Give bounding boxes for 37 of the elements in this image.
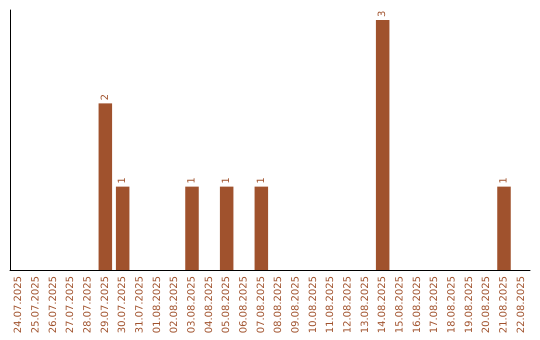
data-label: 2 <box>100 94 111 100</box>
x-tick-label: 06.08.2025 <box>238 276 250 334</box>
x-tick-label: 26.07.2025 <box>48 276 59 334</box>
x-tick-label: 12.08.2025 <box>342 276 354 334</box>
x-tick-label: 13.08.2025 <box>360 276 371 334</box>
data-label: 1 <box>117 177 128 184</box>
data-label: 1 <box>498 177 510 184</box>
x-tick-label: 20.08.2025 <box>481 276 492 334</box>
data-label: 1 <box>221 177 232 184</box>
x-tick-label: 11.08.2025 <box>325 276 336 334</box>
x-tick-label: 16.08.2025 <box>412 276 423 334</box>
data-label: 1 <box>256 177 267 184</box>
x-tick-label: 02.08.2025 <box>169 276 180 334</box>
x-tick-label: 15.08.2025 <box>394 276 406 334</box>
x-tick-label: 31.07.2025 <box>134 276 146 334</box>
x-tick-label: 29.07.2025 <box>100 276 111 334</box>
x-tick-label: 22.08.2025 <box>516 276 527 334</box>
x-tick-label: 30.07.2025 <box>117 276 128 334</box>
x-tick-label: 08.08.2025 <box>273 276 284 334</box>
x-tick-label: 05.08.2025 <box>221 276 232 334</box>
data-label: 1 <box>186 177 198 184</box>
x-tick-label: 28.07.2025 <box>82 276 94 334</box>
x-tick-label: 04.08.2025 <box>204 276 215 334</box>
x-tick-label: 24.07.2025 <box>13 276 24 334</box>
data-label: 3 <box>377 10 388 17</box>
x-tick-label: 25.07.2025 <box>30 276 42 334</box>
x-tick-label: 14.08.2025 <box>377 276 388 334</box>
x-tick-label: 09.08.2025 <box>290 276 302 334</box>
x-tick-label: 18.08.2025 <box>446 276 458 334</box>
x-tick-label: 19.08.2025 <box>464 276 475 334</box>
x-tick-label: 21.08.2025 <box>498 276 510 334</box>
x-tick-label: 03.08.2025 <box>186 276 198 334</box>
x-tick-label: 01.08.2025 <box>152 276 163 334</box>
x-tick-label: 27.07.2025 <box>65 276 76 334</box>
x-tick-label: 07.08.2025 <box>256 276 267 334</box>
x-tick-label: 10.08.2025 <box>308 276 319 334</box>
x-tick-label: 17.08.2025 <box>429 276 440 334</box>
